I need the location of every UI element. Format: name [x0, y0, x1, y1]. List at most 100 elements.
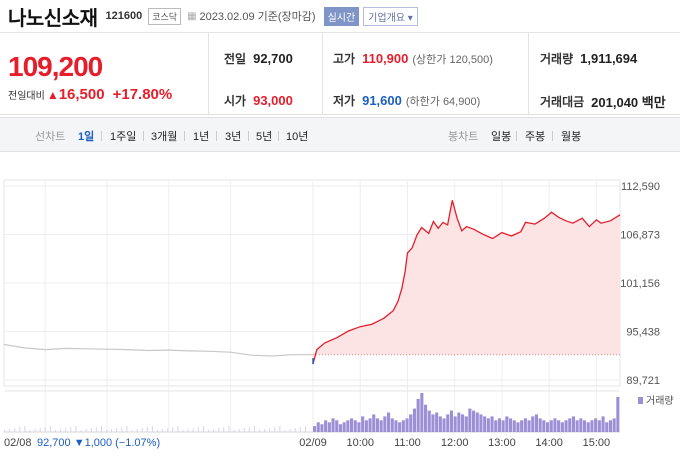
volume-bar-prev: [44, 427, 46, 432]
volume-bar: [468, 408, 472, 432]
quote-panel: 109,200 전일대비 ▲ 16,500 +17.80% 전일 92,700 …: [0, 33, 680, 115]
x-tick-label: 11:00: [394, 437, 421, 449]
volume-bar: [372, 414, 376, 432]
volume-bar: [379, 420, 383, 432]
period-1d[interactable]: 1일: [78, 131, 95, 143]
volume-bar: [601, 416, 605, 432]
volume-bar: [472, 410, 476, 433]
volume-bar: [446, 414, 450, 432]
volume-bar-prev: [284, 430, 286, 432]
volume-bar-prev: [34, 429, 36, 432]
period-1y[interactable]: 1년: [193, 131, 210, 143]
volume-bar-prev: [146, 427, 148, 432]
volume-bar: [557, 420, 561, 432]
divider: [516, 131, 517, 141]
volume-bar: [616, 396, 620, 432]
volume-bar: [387, 412, 391, 432]
volume-bar-prev: [213, 429, 215, 432]
volume-bar: [435, 412, 439, 432]
volume-bar-prev: [111, 429, 113, 432]
candle-weekly[interactable]: 주봉: [525, 131, 546, 143]
volume-bar-prev: [208, 430, 209, 432]
chevron-down-icon: ▾: [407, 12, 413, 24]
volume-bar: [368, 418, 372, 432]
volume-bar: [516, 422, 520, 433]
candle-daily[interactable]: 일봉: [491, 131, 512, 143]
volume-bar: [608, 420, 612, 432]
stat-label: 저가: [333, 94, 356, 108]
volume-bar-prev: [269, 428, 271, 432]
volume-bar: [442, 418, 446, 432]
volume-bar-prev: [274, 427, 276, 432]
volume-bar-prev: [55, 430, 56, 432]
volume-bar-prev: [121, 427, 123, 432]
change-percent: +17.80%: [112, 86, 173, 103]
volume-bar: [512, 420, 516, 432]
stat-label: 고가: [333, 52, 356, 66]
volume-bar: [438, 416, 442, 432]
company-overview-dropdown[interactable]: 기업개요 ▾: [363, 6, 418, 26]
volume-bar: [335, 420, 339, 432]
volume-bar: [383, 416, 387, 432]
volume-bar: [420, 393, 424, 432]
volume-bar: [479, 414, 483, 432]
volume-bar: [346, 420, 350, 432]
realtime-button[interactable]: 실시간: [323, 6, 360, 26]
change-label: 전일대비: [8, 91, 45, 102]
stat-label: 시가: [224, 94, 247, 108]
divider: [278, 131, 279, 141]
line-chart-label: 선차트: [35, 131, 66, 143]
volume-bar-prev: [157, 430, 158, 432]
volume-bar: [394, 420, 398, 432]
up-arrow-icon: ▲: [46, 88, 59, 102]
volume-bar: [590, 420, 594, 432]
period-10y[interactable]: 10년: [286, 131, 309, 143]
volume-bar-prev: [126, 426, 128, 432]
period-3y[interactable]: 3년: [225, 131, 242, 143]
stat-amount: 거래대금 201,040 백만: [540, 92, 666, 111]
volume-bar-prev: [289, 429, 291, 432]
volume-bar: [338, 424, 342, 432]
volume-bar-prev: [182, 430, 184, 432]
volume-bar: [583, 420, 587, 432]
y-tick-label: 89,721: [626, 375, 660, 387]
divider: [101, 131, 102, 141]
plot-frame: [3, 179, 621, 387]
period-5y[interactable]: 5년: [256, 131, 273, 143]
volume-bar-prev: [259, 430, 260, 432]
volume-bar: [501, 420, 505, 432]
volume-bar: [324, 420, 328, 432]
volume-bar: [331, 418, 335, 432]
divider: [322, 33, 323, 115]
volume-bar: [505, 416, 509, 432]
stat-label: 전일: [224, 52, 247, 66]
stock-code: 121600: [105, 10, 143, 22]
volume-bar-prev: [131, 430, 133, 432]
volume-bar-prev: [4, 430, 5, 432]
volume-bar: [327, 422, 331, 433]
volume-bar: [412, 408, 416, 432]
x-tick-label: 14:00: [535, 437, 563, 449]
volume-bar-prev: [151, 426, 153, 432]
stat-value: 201,040 백만: [591, 95, 666, 110]
prev-day-label: 02/08: [4, 437, 32, 449]
period-1w[interactable]: 1주일: [110, 131, 137, 143]
volume-bar: [409, 414, 413, 432]
volume-bar: [523, 418, 527, 432]
volume-bar-prev: [9, 429, 11, 432]
volume-bar: [483, 416, 487, 432]
volume-bar: [424, 404, 428, 432]
upper-limit: (상한가 120,500): [412, 53, 493, 66]
stat-volume: 거래량 1,911,694: [540, 50, 637, 67]
volume-bar: [560, 422, 564, 433]
volume-bar: [531, 416, 535, 432]
candle-monthly[interactable]: 월봉: [561, 131, 582, 143]
volume-bar: [427, 410, 431, 433]
period-3m[interactable]: 3개월: [151, 131, 178, 143]
volume-bar: [461, 414, 465, 432]
volume-bar: [571, 416, 575, 432]
candle-chart-label: 봉차트: [448, 131, 479, 143]
chart-toolbar: 선차트 1일 1주일 3개월 1년 3년 5년 10년 봉차트 일봉 주봉 월봉: [0, 117, 680, 152]
volume-bar-prev: [197, 427, 199, 432]
y-tick-label: 112,590: [621, 181, 660, 193]
